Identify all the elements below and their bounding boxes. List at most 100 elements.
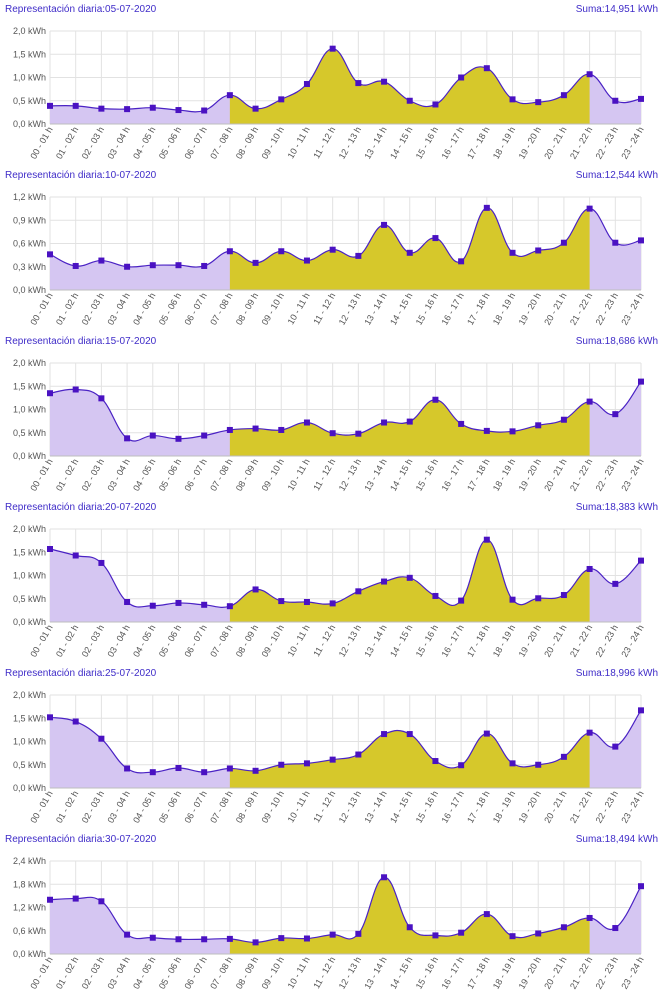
data-point-marker[interactable]: [47, 545, 53, 552]
data-point-marker[interactable]: [98, 105, 105, 112]
data-point-marker[interactable]: [303, 257, 310, 264]
data-point-marker[interactable]: [47, 896, 53, 903]
data-point-marker[interactable]: [638, 707, 644, 714]
data-point-marker[interactable]: [458, 420, 465, 427]
data-point-marker[interactable]: [303, 935, 310, 942]
data-point-marker[interactable]: [381, 78, 388, 85]
data-point-marker[interactable]: [458, 929, 465, 936]
data-point-marker[interactable]: [509, 933, 516, 940]
data-point-marker[interactable]: [535, 99, 542, 106]
data-point-marker[interactable]: [406, 97, 413, 104]
data-point-marker[interactable]: [149, 432, 156, 439]
data-point-marker[interactable]: [226, 765, 233, 772]
data-point-marker[interactable]: [483, 65, 490, 72]
data-point-marker[interactable]: [432, 101, 439, 108]
data-point-marker[interactable]: [252, 425, 259, 432]
data-point-marker[interactable]: [458, 597, 465, 604]
data-point-marker[interactable]: [329, 756, 336, 763]
data-point-marker[interactable]: [252, 767, 259, 774]
data-point-marker[interactable]: [47, 251, 53, 258]
data-point-marker[interactable]: [483, 536, 490, 543]
data-point-marker[interactable]: [381, 874, 388, 881]
data-point-marker[interactable]: [124, 435, 131, 442]
data-point-marker[interactable]: [355, 751, 362, 758]
data-point-marker[interactable]: [406, 418, 413, 425]
data-point-marker[interactable]: [432, 235, 439, 242]
data-point-marker[interactable]: [98, 559, 105, 566]
data-point-marker[interactable]: [149, 104, 156, 111]
data-point-marker[interactable]: [278, 761, 285, 768]
data-point-marker[interactable]: [560, 924, 567, 931]
data-point-marker[interactable]: [432, 932, 439, 939]
data-point-marker[interactable]: [535, 247, 542, 254]
data-point-marker[interactable]: [226, 603, 233, 610]
data-point-marker[interactable]: [149, 262, 156, 269]
data-point-marker[interactable]: [278, 426, 285, 433]
data-point-marker[interactable]: [355, 588, 362, 595]
data-point-marker[interactable]: [638, 883, 644, 890]
data-point-marker[interactable]: [509, 596, 516, 603]
data-point-marker[interactable]: [47, 714, 53, 721]
data-point-marker[interactable]: [355, 430, 362, 437]
data-point-marker[interactable]: [278, 248, 285, 255]
data-point-marker[interactable]: [98, 257, 105, 264]
data-point-marker[interactable]: [124, 931, 131, 938]
data-point-marker[interactable]: [124, 765, 131, 772]
data-point-marker[interactable]: [226, 248, 233, 255]
data-point-marker[interactable]: [406, 924, 413, 931]
data-point-marker[interactable]: [201, 936, 208, 943]
data-point-marker[interactable]: [509, 428, 516, 435]
data-point-marker[interactable]: [509, 760, 516, 767]
data-point-marker[interactable]: [483, 204, 490, 211]
data-point-marker[interactable]: [278, 96, 285, 103]
data-point-marker[interactable]: [201, 262, 208, 269]
data-point-marker[interactable]: [432, 758, 439, 765]
data-point-marker[interactable]: [355, 80, 362, 87]
data-point-marker[interactable]: [303, 419, 310, 426]
data-point-marker[interactable]: [303, 599, 310, 606]
data-point-marker[interactable]: [432, 396, 439, 403]
data-point-marker[interactable]: [329, 430, 336, 437]
data-point-marker[interactable]: [278, 935, 285, 942]
data-point-marker[interactable]: [586, 914, 593, 921]
data-point-marker[interactable]: [124, 106, 131, 113]
data-point-marker[interactable]: [355, 930, 362, 937]
data-point-marker[interactable]: [458, 762, 465, 769]
data-point-marker[interactable]: [72, 552, 79, 559]
data-point-marker[interactable]: [149, 602, 156, 609]
data-point-marker[interactable]: [483, 911, 490, 918]
data-point-marker[interactable]: [535, 761, 542, 768]
data-point-marker[interactable]: [201, 601, 208, 608]
data-point-marker[interactable]: [329, 45, 336, 52]
data-point-marker[interactable]: [381, 221, 388, 228]
data-point-marker[interactable]: [483, 427, 490, 434]
data-point-marker[interactable]: [72, 386, 79, 393]
data-point-marker[interactable]: [72, 718, 79, 725]
data-point-marker[interactable]: [406, 249, 413, 256]
data-point-marker[interactable]: [72, 102, 79, 109]
data-point-marker[interactable]: [252, 105, 259, 112]
data-point-marker[interactable]: [175, 107, 182, 114]
data-point-marker[interactable]: [458, 258, 465, 265]
data-point-marker[interactable]: [535, 595, 542, 602]
data-point-marker[interactable]: [612, 925, 619, 932]
data-point-marker[interactable]: [201, 107, 208, 114]
data-point-marker[interactable]: [509, 96, 516, 103]
data-point-marker[interactable]: [98, 735, 105, 742]
data-point-marker[interactable]: [98, 395, 105, 402]
data-point-marker[interactable]: [406, 574, 413, 581]
data-point-marker[interactable]: [612, 580, 619, 587]
data-point-marker[interactable]: [303, 81, 310, 88]
data-point-marker[interactable]: [175, 936, 182, 943]
data-point-marker[interactable]: [329, 600, 336, 607]
data-point-marker[interactable]: [638, 378, 644, 385]
data-point-marker[interactable]: [329, 931, 336, 938]
data-point-marker[interactable]: [586, 729, 593, 736]
data-point-marker[interactable]: [47, 102, 53, 109]
data-point-marker[interactable]: [612, 743, 619, 750]
data-point-marker[interactable]: [149, 934, 156, 941]
data-point-marker[interactable]: [47, 390, 53, 397]
data-point-marker[interactable]: [586, 565, 593, 572]
data-point-marker[interactable]: [406, 731, 413, 738]
data-point-marker[interactable]: [226, 935, 233, 942]
